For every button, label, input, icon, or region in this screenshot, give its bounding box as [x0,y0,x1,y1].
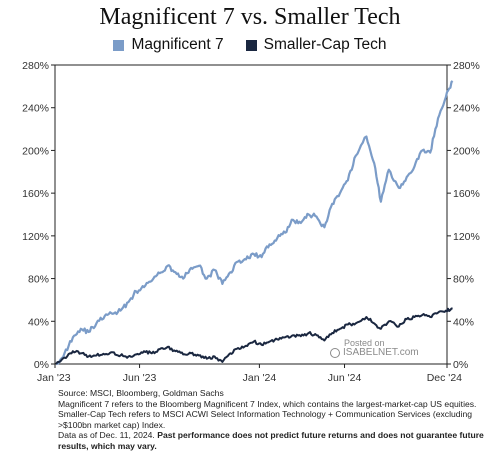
x-tick-label: Dec '24 [427,372,462,384]
series-line-magnificent-7 [55,80,454,366]
watermark-site: ISABELNET.com [343,347,419,358]
legend-swatch-smaller-cap-tech [245,39,257,51]
y-tick-label-right: 240% [453,103,480,115]
x-tick-label: Jun '23 [123,372,157,384]
y-tick-label-left: 120% [22,231,49,243]
legend-swatch-magnificent-7 [113,39,125,51]
y-tick-label-left: 80% [28,274,49,286]
legend-item-smaller-cap-tech: Smaller-Cap Tech [245,36,387,54]
y-tick-label-left: 200% [22,145,49,157]
legend-label-magnificent-7: Magnificent 7 [131,36,224,53]
watermark: Posted on ISABELNET.com [330,338,419,358]
globe-icon [330,347,340,358]
y-tick-label-right: 0% [453,359,468,371]
chart-notes: Source: MSCI, Bloomberg, Goldman Sachs M… [58,388,488,452]
y-tick-label-right: 200% [453,145,480,157]
y-tick-label-left: 280% [22,60,49,72]
notes-data-as-of: Data as of Dec. 11, 2024. [58,430,155,441]
y-tick-label-right: 40% [453,316,474,328]
y-tick-label-right: 160% [453,188,480,200]
notes-definitions: Magnificent 7 refers to the Bloomberg Ma… [58,398,477,430]
notes-disclaimer: Past performance does not predict future… [58,430,484,451]
notes-source: Source: MSCI, Bloomberg, Goldman Sachs [58,388,224,398]
legend-item-magnificent-7: Magnificent 7 [113,36,224,54]
x-tick-label: Jun '24 [328,372,362,384]
y-tick-label-left: 0% [34,359,49,371]
legend-label-smaller-cap-tech: Smaller-Cap Tech [263,36,387,53]
y-tick-label-left: 240% [22,103,49,115]
chart-legend: Magnificent 7 Smaller-Cap Tech [0,36,500,54]
series-line-smaller-cap-tech [55,307,453,365]
x-tick-label: Jan '23 [37,372,71,384]
y-tick-label-left: 160% [22,188,49,200]
y-tick-label-left: 40% [28,316,49,328]
y-tick-label-right: 120% [453,231,480,243]
x-tick-label: Jan '24 [243,372,277,384]
watermark-posted-on: Posted on [344,338,385,348]
chart-title: Magnificent 7 vs. Smaller Tech [99,4,401,30]
y-tick-label-right: 280% [453,60,480,72]
y-tick-label-right: 80% [453,274,474,286]
plot-frame [54,64,448,365]
